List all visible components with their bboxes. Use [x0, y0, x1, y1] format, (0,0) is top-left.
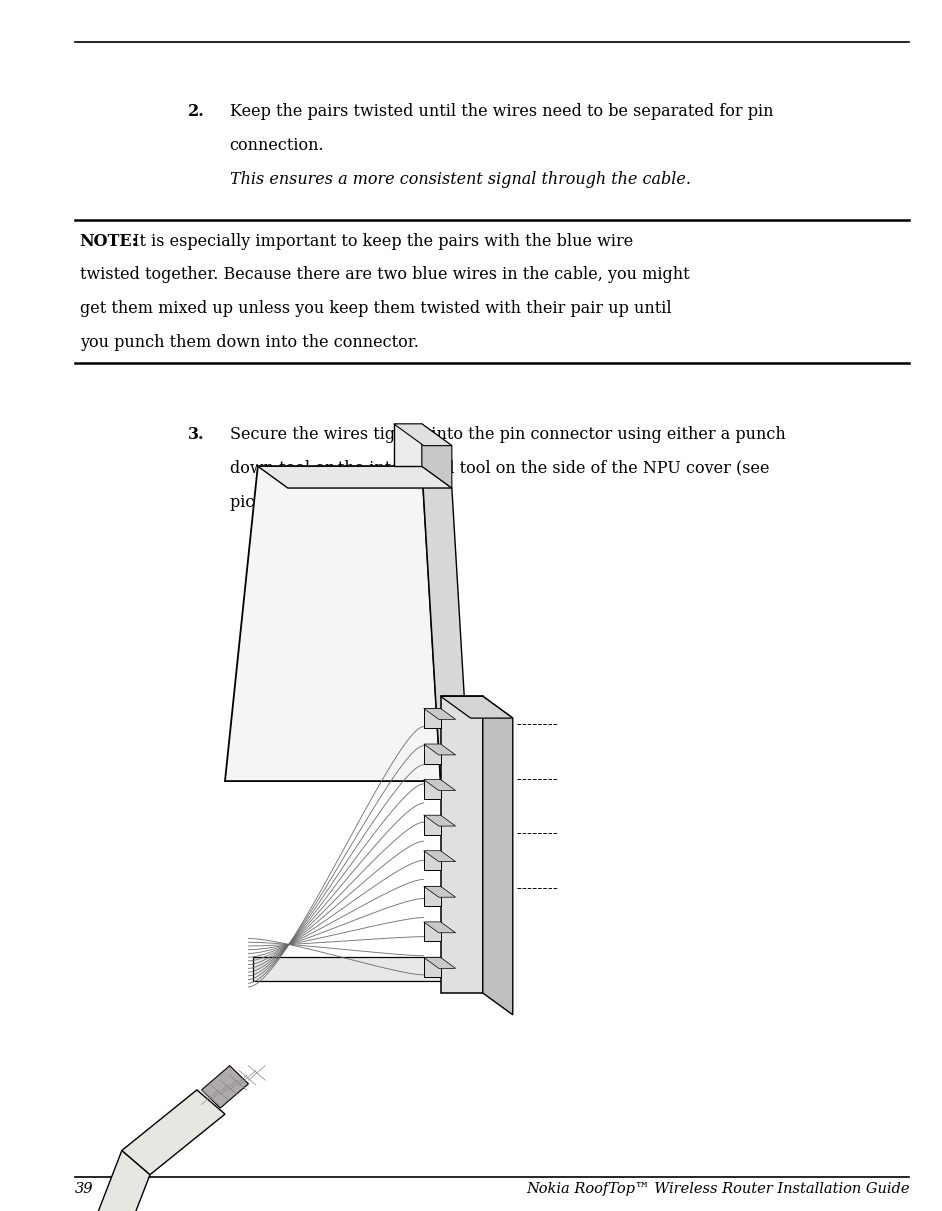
Text: you punch them down into the connector.: you punch them down into the connector.	[80, 334, 418, 351]
Text: picture below).: picture below).	[230, 494, 353, 511]
Polygon shape	[424, 850, 456, 862]
Polygon shape	[422, 424, 452, 488]
Text: This ensures a more consistent signal through the cable.: This ensures a more consistent signal th…	[230, 171, 690, 188]
Text: 2.: 2.	[187, 103, 204, 120]
Polygon shape	[394, 424, 452, 446]
Text: It is especially important to keep the pairs with the blue wire: It is especially important to keep the p…	[128, 233, 634, 249]
Polygon shape	[253, 957, 441, 981]
Polygon shape	[394, 424, 422, 466]
Polygon shape	[122, 1090, 225, 1175]
Polygon shape	[424, 958, 441, 977]
Polygon shape	[424, 815, 456, 826]
Polygon shape	[225, 466, 441, 781]
Polygon shape	[424, 922, 441, 941]
Text: down tool or the integrated tool on the side of the NPU cover (see: down tool or the integrated tool on the …	[230, 460, 770, 477]
Polygon shape	[424, 886, 456, 897]
Polygon shape	[424, 958, 456, 969]
Text: twisted together. Because there are two blue wires in the cable, you might: twisted together. Because there are two …	[80, 266, 690, 283]
Text: 39: 39	[75, 1182, 93, 1196]
Polygon shape	[258, 466, 452, 488]
Text: NOTE:: NOTE:	[80, 233, 138, 249]
Text: 3.: 3.	[187, 426, 204, 443]
Polygon shape	[202, 1066, 249, 1108]
Polygon shape	[441, 696, 512, 718]
Polygon shape	[424, 780, 456, 791]
Polygon shape	[424, 744, 441, 764]
Text: Nokia RoofTop™ Wireless Router Installation Guide: Nokia RoofTop™ Wireless Router Installat…	[526, 1182, 909, 1196]
Polygon shape	[424, 780, 441, 799]
Polygon shape	[66, 1150, 150, 1211]
Polygon shape	[441, 696, 512, 718]
Polygon shape	[424, 708, 441, 728]
Polygon shape	[424, 886, 441, 906]
Text: Secure the wires tightly into the pin connector using either a punch: Secure the wires tightly into the pin co…	[230, 426, 786, 443]
Text: get them mixed up unless you keep them twisted with their pair up until: get them mixed up unless you keep them t…	[80, 300, 672, 317]
Polygon shape	[424, 708, 456, 719]
Polygon shape	[422, 466, 471, 803]
Text: Keep the pairs twisted until the wires need to be separated for pin: Keep the pairs twisted until the wires n…	[230, 103, 773, 120]
Text: connection.: connection.	[230, 137, 324, 154]
Polygon shape	[424, 850, 441, 871]
Polygon shape	[424, 744, 456, 754]
Polygon shape	[441, 696, 483, 993]
Polygon shape	[424, 922, 456, 932]
Polygon shape	[483, 696, 512, 1015]
Polygon shape	[424, 815, 441, 834]
